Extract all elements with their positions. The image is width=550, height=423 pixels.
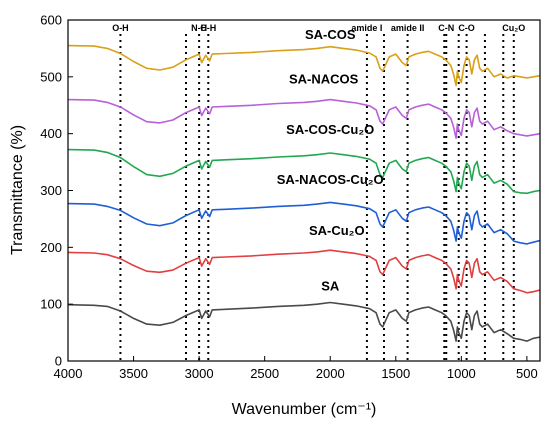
y-tick-label: 400	[40, 126, 62, 141]
y-tick-label: 100	[40, 297, 62, 312]
y-axis: 0 100 200 300 400 500 600	[40, 13, 73, 369]
band-label: N-H	[191, 23, 207, 33]
band-label: amide I	[351, 23, 382, 33]
x-axis: 4000 3500 3000 2500 2000 1500 1000 500	[54, 356, 538, 381]
band-label: C-H	[200, 23, 216, 33]
series-line	[68, 201, 540, 245]
y-tick-label: 300	[40, 183, 62, 198]
band-label: C-O	[458, 23, 475, 33]
y-tick-label: 200	[40, 240, 62, 255]
series-label: SA	[321, 279, 340, 294]
series-label: SA-COS	[305, 27, 356, 42]
series-label: SA-COS-Cu₂O	[286, 122, 374, 137]
y-tick-label: 600	[40, 13, 62, 28]
x-tick-label: 1000	[447, 366, 476, 381]
series-lines	[68, 44, 540, 342]
series-line	[68, 301, 540, 342]
y-tick-label: 0	[55, 354, 62, 369]
y-axis-title: Transmittance (%)	[9, 125, 26, 255]
x-tick-label: 2500	[250, 366, 279, 381]
x-tick-label: 4000	[54, 366, 83, 381]
x-tick-label: 1500	[381, 366, 410, 381]
series-label: SA-NACOS-Cu₂O	[277, 172, 384, 187]
series-line	[68, 98, 540, 139]
x-tick-label: 3000	[185, 366, 214, 381]
series-line	[68, 44, 540, 87]
series-labels: SA SA-Cu₂O SA-NACOS-Cu₂O SA-COS-Cu₂O SA-NACO…	[277, 27, 384, 294]
x-tick-label: 2000	[316, 366, 345, 381]
band-label: amide II	[391, 23, 425, 33]
band-labels: O-H N-HC-H amide I amide II C-N C-O Cu₂O	[112, 23, 525, 33]
x-tick-label: 3500	[119, 366, 148, 381]
band-label: O-H	[112, 23, 129, 33]
series-line	[68, 249, 540, 294]
x-axis-title: Wavenumber (cm⁻¹)	[232, 401, 377, 418]
reference-lines	[119, 34, 515, 361]
series-label: SA-NACOS	[289, 72, 359, 87]
band-label: Cu₂O	[502, 23, 525, 33]
x-tick-label: 500	[516, 366, 538, 381]
series-line	[68, 148, 540, 195]
y-tick-label: 500	[40, 69, 62, 84]
band-label: C-N	[438, 23, 454, 33]
series-label: SA-Cu₂O	[309, 223, 365, 238]
